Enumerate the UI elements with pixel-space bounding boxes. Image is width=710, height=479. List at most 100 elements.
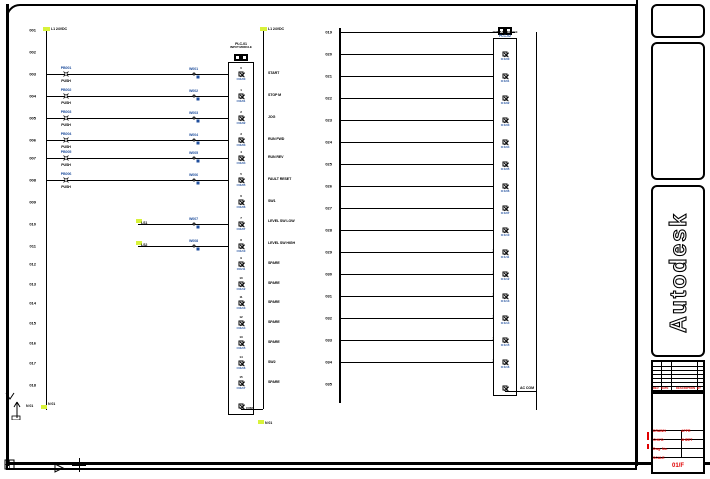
terminal-common-label: COM [246, 406, 253, 410]
rung-wire [46, 118, 232, 119]
terminal-cell[interactable] [238, 243, 244, 249]
terminal-address: O:1/13 [500, 299, 510, 303]
terminal-marker [196, 75, 200, 79]
terminal-address: I:01/04 [236, 161, 246, 165]
wire-tag-highlight [136, 219, 142, 223]
left-rail-highlight [43, 27, 50, 31]
rung-wire [339, 362, 499, 363]
terminal-address: O:1/10 [500, 233, 510, 237]
rung-wire [339, 252, 499, 253]
terminal-cell-common[interactable] [502, 385, 508, 391]
rung-number: 019 [325, 29, 332, 35]
revision-table[interactable] [651, 360, 705, 394]
revision-header-desc: DESCRIPTION [676, 386, 696, 390]
revision-header-date: DATE [661, 386, 669, 390]
terminal-marker [196, 97, 200, 101]
common-wire [241, 409, 263, 410]
terminal-desc: RUN REV [268, 155, 284, 159]
rung-number: 018 [29, 382, 36, 388]
rung-number: 016 [29, 340, 36, 346]
terminal-cell[interactable] [502, 139, 508, 145]
titleblock-box-notes[interactable] [651, 42, 705, 180]
ucs-origin-icon [4, 458, 16, 476]
field-label-chkd: CHK'D [653, 438, 664, 442]
rung-wire [339, 274, 499, 275]
terminal-cell[interactable] [238, 380, 244, 386]
terminal-cell-common[interactable] [238, 403, 244, 409]
plc-input-module-strip[interactable] [228, 62, 254, 415]
revision-header-rev: REV [653, 386, 659, 390]
terminal-cell[interactable] [238, 93, 244, 99]
rung-number: 017 [29, 360, 36, 366]
ucs-icon [10, 398, 24, 425]
terminal-desc: JOG [268, 115, 276, 119]
titleblock-box-top[interactable] [651, 4, 705, 38]
terminal-cell[interactable] [238, 71, 244, 77]
terminal-cell[interactable] [238, 115, 244, 121]
terminal-address: I:01/14 [236, 326, 246, 330]
titleblock-box-logo[interactable] [651, 185, 705, 357]
drawing-border-bottom [6, 462, 710, 465]
terminal-cell[interactable] [238, 199, 244, 205]
titleblock-divider [636, 0, 638, 466]
field-label-dwgno: Dwg. No. [653, 447, 668, 451]
rung-number: 033 [325, 337, 332, 343]
titleblock-red-marker [647, 444, 649, 449]
pan-cursor-icon[interactable] [54, 460, 66, 478]
terminal-cell[interactable] [238, 261, 244, 267]
terminal-cell[interactable] [238, 360, 244, 366]
terminal-cell[interactable] [502, 249, 508, 255]
terminal-cell[interactable] [238, 340, 244, 346]
terminal-cell[interactable] [238, 155, 244, 161]
rung-wire [339, 296, 499, 297]
terminal-cell[interactable] [502, 183, 508, 189]
terminal-desc: SPARE [268, 261, 280, 265]
terminal-cell[interactable] [238, 320, 244, 326]
terminal-cell[interactable] [502, 205, 508, 211]
terminal-cell[interactable] [502, 227, 508, 233]
terminal-cell[interactable] [502, 271, 508, 277]
terminal-pin: 15 [239, 375, 243, 379]
terminal-cell[interactable] [502, 315, 508, 321]
wire-number: W006 [189, 173, 198, 177]
terminal-marker [196, 225, 200, 229]
terminal-cell[interactable] [502, 95, 508, 101]
rung-number: 006 [29, 137, 36, 143]
terminal-cell[interactable] [502, 73, 508, 79]
terminal-pin: 6 [240, 194, 242, 198]
rung-number: 013 [29, 281, 36, 287]
bottom-left-drop [46, 380, 47, 410]
terminal-cell[interactable] [502, 117, 508, 123]
device-tag: PB003 [60, 110, 72, 114]
terminal-cell[interactable] [502, 161, 508, 167]
terminal-cell[interactable] [502, 337, 508, 343]
terminal-cell[interactable] [238, 281, 244, 287]
wire-number: W008 [189, 239, 198, 243]
rung-wire [46, 96, 232, 97]
wire-number: W005 [189, 151, 198, 155]
terminal-cell[interactable] [502, 359, 508, 365]
terminal-cell[interactable] [238, 221, 244, 227]
pushbutton-symbol [63, 137, 70, 144]
rung-number: 009 [29, 199, 36, 205]
device-desc: PUSH [61, 79, 71, 83]
terminal-cell[interactable] [502, 293, 508, 299]
rung-number: 010 [29, 221, 36, 227]
terminal-address: I:01/12 [236, 287, 246, 291]
terminal-address: O:1/15 [500, 343, 510, 347]
titleblock-info[interactable] [651, 392, 705, 474]
rung-number: 021 [325, 73, 332, 79]
terminal-address: O:1/00 [500, 57, 510, 61]
terminal-cell[interactable] [502, 51, 508, 57]
autodesk-logo: Autodesk [652, 185, 704, 360]
terminal-cell[interactable] [238, 137, 244, 143]
device-tag: PB001 [60, 66, 72, 70]
rung-number: 025 [325, 161, 332, 167]
terminal-desc: SPARE [268, 300, 280, 304]
rung-number: 007 [29, 155, 36, 161]
right-power-rail [339, 28, 341, 403]
terminal-cell[interactable] [238, 300, 244, 306]
rung-number: 030 [325, 271, 332, 277]
terminal-cell[interactable] [238, 177, 244, 183]
